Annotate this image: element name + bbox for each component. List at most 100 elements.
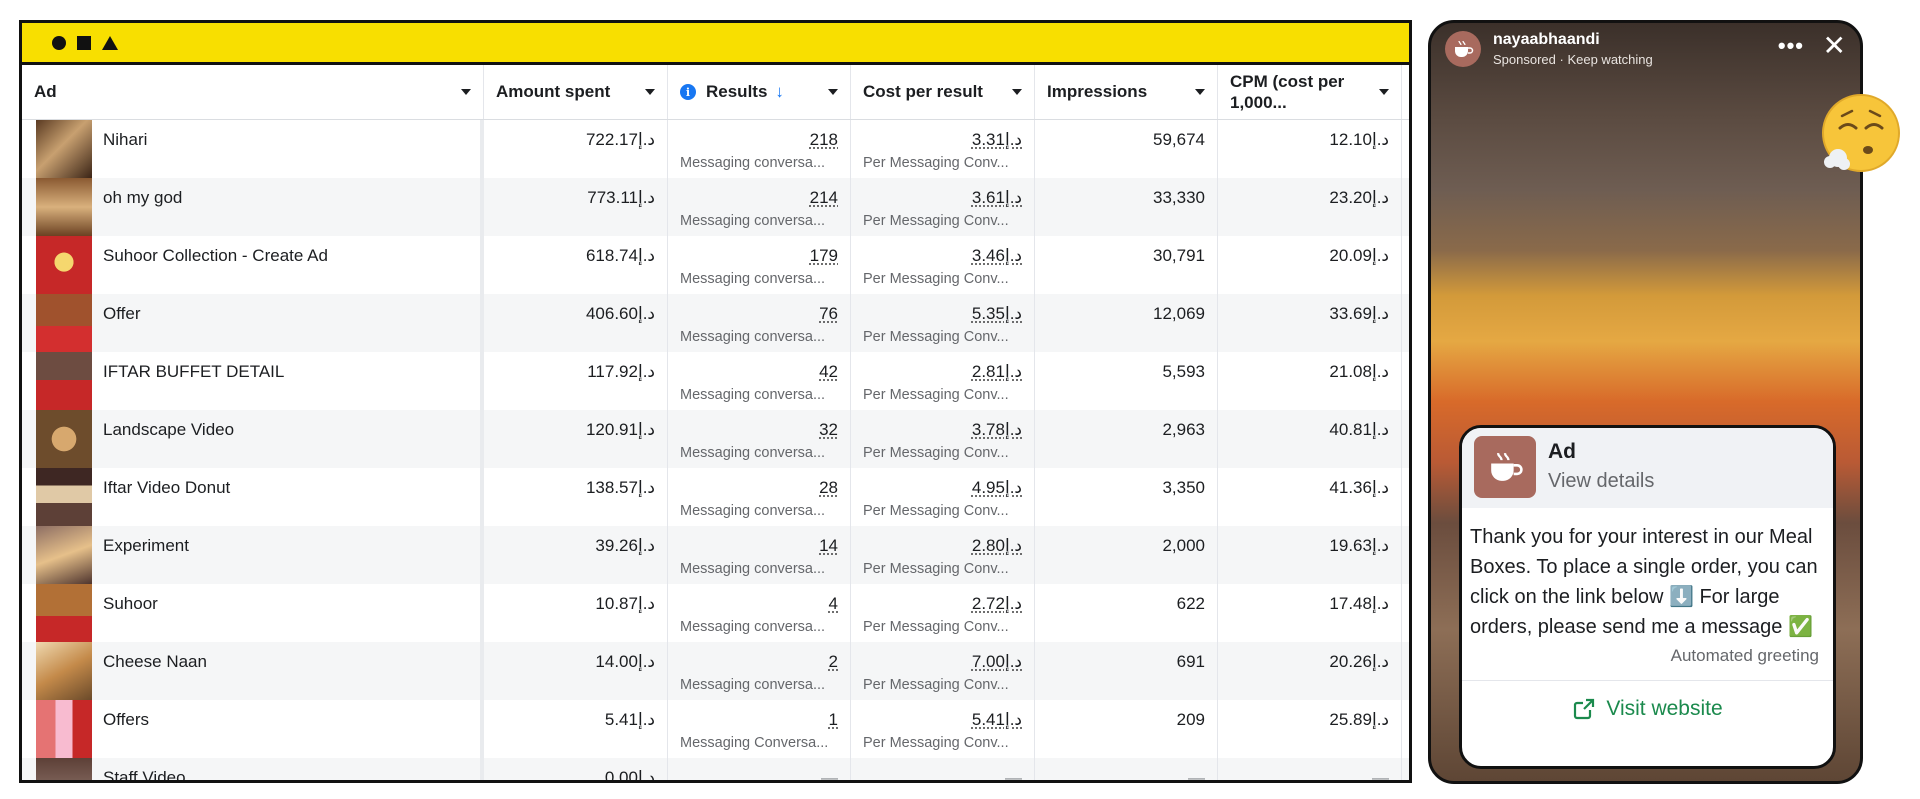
results-type: Messaging conversa... <box>680 387 826 403</box>
table-row[interactable]: Offer 406.60د.إ 76 Messaging conversa... … <box>22 294 1409 352</box>
ad-name[interactable]: Offers <box>103 710 149 729</box>
ad-thumbnail[interactable] <box>36 526 92 584</box>
column-header-cpm[interactable]: CPM (cost per 1,000... <box>1218 65 1402 119</box>
table-row[interactable]: oh my god 773.11د.إ 214 Messaging convers… <box>22 178 1409 236</box>
chevron-down-icon[interactable] <box>645 89 655 95</box>
table-row[interactable]: Nihari 722.17د.إ 218 Messaging conversa..… <box>22 120 1409 178</box>
ad-card-header[interactable]: Ad View details <box>1462 428 1833 508</box>
results-value[interactable]: 76 <box>819 304 838 323</box>
phone-ad-preview: nayaabhaandi Sponsored · Keep watching •… <box>1428 20 1863 784</box>
cost-per-result-value[interactable]: 3.78د.إ <box>971 420 1022 439</box>
table-row[interactable]: Suhoor Collection - Create Ad 618.74د.إ … <box>22 236 1409 294</box>
cost-per-result-type: Per Messaging Conv... <box>863 503 1009 519</box>
ad-card-title: Ad <box>1548 440 1576 463</box>
cost-per-result-value[interactable]: 3.61د.إ <box>971 188 1022 207</box>
ad-name[interactable]: Cheese Naan <box>103 652 207 671</box>
ad-thumbnail[interactable] <box>36 642 92 700</box>
cost-per-result-value[interactable]: 4.95د.إ <box>971 478 1022 497</box>
cost-per-result-value[interactable]: 3.31د.إ <box>971 130 1022 149</box>
more-options-icon[interactable]: ••• <box>1777 33 1804 58</box>
ad-thumbnail[interactable] <box>36 120 92 178</box>
view-details-link[interactable]: View details <box>1548 470 1655 492</box>
cost-per-result-type: Per Messaging Conv... <box>863 677 1009 693</box>
profile-avatar[interactable] <box>1445 31 1481 67</box>
cost-per-result-value[interactable]: 5.35د.إ <box>971 304 1022 323</box>
ad-thumbnail[interactable] <box>36 178 92 236</box>
table-row[interactable]: Experiment 39.26د.إ 14 Messaging conversa… <box>22 526 1409 584</box>
automated-greeting-label: Automated greeting <box>1670 646 1819 665</box>
cost-per-result-value[interactable]: 3.46د.إ <box>971 246 1022 265</box>
table-row[interactable]: Staff Video 0.00د.إ — — — — <box>22 758 1409 783</box>
chevron-down-icon[interactable] <box>1012 89 1022 95</box>
ad-name[interactable]: Suhoor Collection - Create Ad <box>103 246 328 265</box>
ad-thumbnail[interactable] <box>36 352 92 410</box>
results-value[interactable]: 28 <box>819 478 838 497</box>
chevron-down-icon[interactable] <box>461 89 471 95</box>
column-header-results[interactable]: i Results ↓ <box>668 65 851 119</box>
ad-name[interactable]: Nihari <box>103 130 148 149</box>
results-value[interactable]: 14 <box>819 536 838 555</box>
impressions-value: — <box>1188 768 1205 783</box>
ad-thumbnail[interactable] <box>36 410 92 468</box>
visit-website-button[interactable]: Visit website <box>1462 681 1833 737</box>
chevron-down-icon[interactable] <box>828 89 838 95</box>
results-value[interactable]: 179 <box>809 246 838 265</box>
ad-thumbnail[interactable] <box>36 584 92 642</box>
ad-thumbnail[interactable] <box>36 700 92 758</box>
amount-spent: 14.00د.إ <box>595 652 655 671</box>
table-row[interactable]: Landscape Video 120.91د.إ 32 Messaging co… <box>22 410 1409 468</box>
cost-per-result-value[interactable]: 2.72د.إ <box>971 594 1022 613</box>
table-row[interactable]: IFTAR BUFFET DETAIL 117.92د.إ 42 Messagin… <box>22 352 1409 410</box>
cpm-value: 20.26د.إ <box>1329 652 1389 671</box>
column-header-ad[interactable]: Ad <box>22 65 484 119</box>
impressions-value: 209 <box>1176 710 1205 729</box>
table-row[interactable]: Offers 5.41د.إ 1 Messaging Conversa... 5.… <box>22 700 1409 758</box>
results-value[interactable]: 42 <box>819 362 838 381</box>
close-icon[interactable]: ✕ <box>1822 30 1846 61</box>
results-value[interactable]: 32 <box>819 420 838 439</box>
results-value[interactable]: 218 <box>809 130 838 149</box>
column-header-cost-per-result[interactable]: Cost per result <box>851 65 1035 119</box>
ad-name[interactable]: Iftar Video Donut <box>103 478 231 497</box>
profile-username[interactable]: nayaabhaandi <box>1493 31 1600 48</box>
circle-control-icon[interactable] <box>52 35 66 50</box>
ad-name[interactable]: Staff Video <box>103 768 186 783</box>
info-icon[interactable]: i <box>680 84 696 100</box>
results-value: — <box>821 768 838 783</box>
square-control-icon[interactable] <box>77 35 91 50</box>
cost-per-result-value[interactable]: 7.00د.إ <box>971 652 1022 671</box>
triangle-control-icon[interactable] <box>102 35 118 50</box>
column-header-amount-spent[interactable]: Amount spent <box>484 65 668 119</box>
exhaling-face-emoji-icon <box>1822 94 1900 172</box>
table-row[interactable]: Iftar Video Donut 138.57د.إ 28 Messaging … <box>22 468 1409 526</box>
ad-name[interactable]: Landscape Video <box>103 420 235 439</box>
results-value[interactable]: 1 <box>828 710 838 729</box>
sponsored-label: Sponsored · Keep watching <box>1493 52 1653 67</box>
cost-per-result-value[interactable]: 2.81د.إ <box>971 362 1022 381</box>
ad-name[interactable]: IFTAR BUFFET DETAIL <box>103 362 285 381</box>
ad-thumbnail[interactable] <box>36 468 92 526</box>
column-header-impressions[interactable]: Impressions <box>1035 65 1218 119</box>
cost-per-result-value[interactable]: 2.80د.إ <box>971 536 1022 555</box>
column-header-label: Amount spent <box>496 82 611 101</box>
ad-name[interactable]: Offer <box>103 304 141 323</box>
cost-per-result-type: Per Messaging Conv... <box>863 561 1009 577</box>
results-value[interactable]: 4 <box>828 594 838 613</box>
sort-down-arrow-icon[interactable]: ↓ <box>775 82 784 101</box>
table-row[interactable]: Cheese Naan 14.00د.إ 2 Messaging conversa… <box>22 642 1409 700</box>
ad-name[interactable]: Experiment <box>103 536 189 555</box>
keep-watching-link[interactable]: Keep watching <box>1567 52 1653 67</box>
divider <box>1462 680 1833 681</box>
table-row[interactable]: Suhoor 10.87د.إ 4 Messaging conversa... 2… <box>22 584 1409 642</box>
chevron-down-icon[interactable] <box>1195 89 1205 95</box>
ad-name[interactable]: Suhoor <box>103 594 158 613</box>
ad-name[interactable]: oh my god <box>103 188 183 207</box>
ad-thumbnail[interactable] <box>36 294 92 352</box>
amount-spent: 117.92د.إ <box>587 362 655 381</box>
results-value[interactable]: 2 <box>828 652 838 671</box>
chevron-down-icon[interactable] <box>1379 89 1389 95</box>
cost-per-result-value[interactable]: 5.41د.إ <box>971 710 1022 729</box>
ad-thumbnail[interactable] <box>36 758 92 780</box>
results-value[interactable]: 214 <box>809 188 838 207</box>
ad-thumbnail[interactable] <box>36 236 92 294</box>
